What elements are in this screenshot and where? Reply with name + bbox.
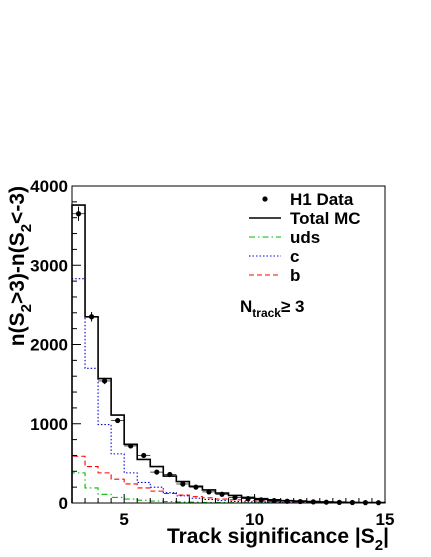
legend-entry: c xyxy=(249,247,299,266)
legend-label: H1 Data xyxy=(290,190,354,209)
legend-label: uds xyxy=(290,228,320,247)
x-axis-label-subscript: 2 xyxy=(375,537,383,554)
data-point xyxy=(115,417,121,424)
x-tick-label: 15 xyxy=(376,510,395,529)
data-point xyxy=(128,443,134,449)
series-layer xyxy=(71,204,386,504)
track-multiplicity-annotation: Ntrack≥ 3 xyxy=(240,297,304,320)
legend-marker xyxy=(262,196,268,202)
legend-label: c xyxy=(290,247,299,266)
annotation-main: N xyxy=(240,297,252,316)
legend-entry: uds xyxy=(249,228,320,247)
y-tick-label: 2000 xyxy=(30,336,68,355)
legend-entry: H1 Data xyxy=(262,190,354,209)
data-point xyxy=(75,211,82,217)
y-axis-label-subscript2: 2 xyxy=(18,224,35,232)
data-point xyxy=(102,378,108,384)
x-axis-label-end: | xyxy=(383,525,389,548)
y-tick-label: 4000 xyxy=(30,177,68,196)
axes: 5 10 15 0 1000 2000 3000 4000 xyxy=(30,177,394,529)
data-points-layer xyxy=(72,206,385,506)
plot-frame xyxy=(71,185,386,504)
data-point xyxy=(336,499,342,505)
legend-entry: b xyxy=(249,266,300,285)
legend-entry: Total MC xyxy=(249,209,361,228)
data-point xyxy=(323,499,329,505)
data-point xyxy=(258,497,264,503)
legend-label: b xyxy=(290,266,300,285)
y-axis-label-part3: <-3) xyxy=(6,186,29,224)
y-tick-label: 3000 xyxy=(30,256,68,275)
y-axis-label: n(S2>3)-n(S2<-3) xyxy=(6,186,35,346)
data-point xyxy=(141,452,147,459)
data-point xyxy=(167,471,173,478)
y-axis-label-part2: >3)-n(S xyxy=(6,232,29,304)
data-point xyxy=(310,499,316,505)
x-tick-label: 10 xyxy=(245,510,264,529)
data-point xyxy=(219,491,225,497)
y-tick-label: 1000 xyxy=(30,415,68,434)
y-tick-label: 0 xyxy=(59,494,68,513)
data-point xyxy=(232,494,238,501)
x-tick-label: 5 xyxy=(119,510,128,529)
series-line-total-mc xyxy=(71,204,386,504)
data-point xyxy=(154,469,160,475)
annotation-subscript: track xyxy=(252,306,281,320)
legend-label: Total MC xyxy=(290,209,361,228)
x-axis-label: Track significance |S2| xyxy=(167,525,389,554)
y-axis-label-subscript1: 2 xyxy=(18,304,35,312)
data-point xyxy=(245,496,251,502)
annotation-rest: ≥ 3 xyxy=(281,297,305,316)
series-line-c xyxy=(71,278,386,504)
data-point xyxy=(206,489,212,495)
x-axis-label-main: Track significance |S xyxy=(167,525,375,548)
data-point xyxy=(271,498,277,504)
data-point xyxy=(193,484,199,490)
data-point xyxy=(180,481,186,487)
y-axis-label-part1: n(S xyxy=(6,312,29,346)
data-point xyxy=(88,314,95,320)
